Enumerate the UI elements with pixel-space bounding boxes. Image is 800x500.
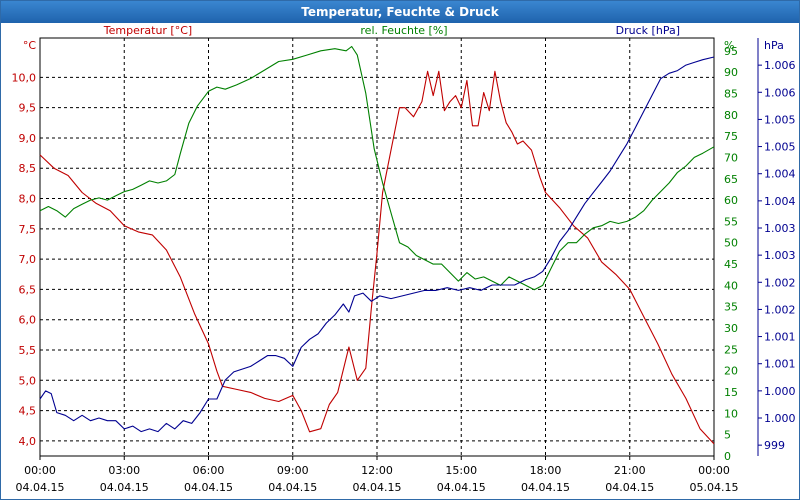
pressure-tick-label: 1.003 xyxy=(764,222,796,235)
x-tick-time: 03:00 xyxy=(108,464,140,477)
pressure-tick-label: 1.004 xyxy=(764,168,796,181)
pressure-axis: 999 1.000 1.000 1.001 1.001 1.002 1.002 1.003 1.… xyxy=(757,38,796,456)
temperature-tick-label: 8,0 xyxy=(19,193,37,206)
legend: Temperatur [°C] rel. Feuchte [%] Druck [hP… xyxy=(103,24,680,37)
pressure-tick-label: 999 xyxy=(764,439,785,452)
humidity-tick-label: 40 xyxy=(724,279,738,292)
x-tick-date: 04.04.15 xyxy=(521,481,570,494)
temperature-tick-label: 10,0 xyxy=(12,71,37,84)
temperature-tick-label: 7,5 xyxy=(19,223,37,236)
temperature-tick-label: 7,0 xyxy=(19,253,37,266)
x-tick-time: 12:00 xyxy=(361,464,393,477)
series-lines xyxy=(39,45,715,445)
humidity-tick-label: 50 xyxy=(724,237,738,250)
humidity-tick-label: 85 xyxy=(724,87,738,100)
pressure-tick-label: 1.000 xyxy=(764,412,796,425)
legend-pressure: Druck [hPa] xyxy=(616,24,680,37)
x-tick-date: 05.04.15 xyxy=(690,481,739,494)
humidity-tick-label: 25 xyxy=(724,343,738,356)
temperature-unit: °C xyxy=(23,39,37,52)
pressure-tick-label: 1.002 xyxy=(764,303,796,316)
humidity-axis: 0 5 10 15 20 25 30 35 40 45 50 55 60 65 70 75 80 85 90 95% xyxy=(724,39,738,463)
temperature-tick-label: 4,0 xyxy=(19,435,37,448)
pressure-tick-label: 1.005 xyxy=(764,141,796,154)
humidity-tick-label: 80 xyxy=(724,109,738,122)
temperature-tick-label: 6,5 xyxy=(19,283,37,296)
x-tick-time: 00:00 xyxy=(24,464,56,477)
pressure-tick-label: 1.006 xyxy=(764,86,796,99)
pressure-tick-label: 1.001 xyxy=(764,358,796,371)
temperature-tick-label: 5,0 xyxy=(19,374,37,387)
x-tick-time: 18:00 xyxy=(530,464,562,477)
x-tick-time: 09:00 xyxy=(277,464,309,477)
pressure-tick-label: 1.000 xyxy=(764,385,796,398)
humidity-tick-label: 10 xyxy=(724,407,738,420)
humidity-tick-label: 0 xyxy=(724,450,731,463)
temperature-axis: 4,0 4,5 5,0 5,5 6,0 6,5 7,0 7,5 8,0 8,5 9,0 9,5 10,0… xyxy=(12,39,37,448)
humidity-tick-label: 70 xyxy=(724,151,738,164)
temperature-tick-label: 9,0 xyxy=(19,132,37,145)
x-tick-date: 04.04.15 xyxy=(353,481,402,494)
x-tick-date: 04.04.15 xyxy=(184,481,233,494)
humidity-tick-label: 30 xyxy=(724,322,738,335)
pressure-tick-label: 1.006 xyxy=(764,59,796,72)
temperature-tick-label: 8,5 xyxy=(19,162,37,175)
humidity-tick-label: 55 xyxy=(724,215,738,228)
x-tick-date: 04.04.15 xyxy=(605,481,654,494)
pressure-tick-label: 1.001 xyxy=(764,331,796,344)
temperature-tick-label: 9,5 xyxy=(19,102,37,115)
humidity-tick-label: 20 xyxy=(724,365,738,378)
humidity-tick-label: 45 xyxy=(724,258,738,271)
series-line-humidity xyxy=(39,45,715,291)
x-tick-date: 04.04.15 xyxy=(437,481,486,494)
humidity-tick-label: 35 xyxy=(724,301,738,314)
temperature-tick-label: 5,5 xyxy=(19,344,37,357)
humidity-tick-label: 95 xyxy=(724,45,738,58)
series-line-temperature xyxy=(39,70,715,445)
x-tick-time: 15:00 xyxy=(445,464,477,477)
x-tick-date: 04.04.15 xyxy=(268,481,317,494)
x-tick-date: 04.04.15 xyxy=(16,481,65,494)
legend-temperature: Temperatur [°C] xyxy=(103,24,192,37)
humidity-tick-label: 15 xyxy=(724,386,738,399)
pressure-tick-label: 1.003 xyxy=(764,249,796,262)
legend-humidity: rel. Feuchte [%] xyxy=(360,24,447,37)
series-line-pressure xyxy=(39,56,715,433)
chart-title: Temperatur, Feuchte & Druck xyxy=(1,1,799,23)
x-tick-time: 06:00 xyxy=(193,464,225,477)
temperature-tick-label: 6,0 xyxy=(19,314,37,327)
pressure-tick-label: 1.005 xyxy=(764,113,796,126)
x-tick-time: 00:00 xyxy=(698,464,730,477)
grid-lines xyxy=(40,38,714,456)
humidity-tick-label: 75 xyxy=(724,130,738,143)
humidity-unit: % xyxy=(724,39,734,52)
x-tick-date: 04.04.15 xyxy=(100,481,149,494)
pressure-tick-label: 1.002 xyxy=(764,276,796,289)
pressure-tick-label: 1.004 xyxy=(764,195,796,208)
x-tick-time: 21:00 xyxy=(614,464,646,477)
humidity-tick-label: 90 xyxy=(724,66,738,79)
humidity-tick-label: 5 xyxy=(724,429,731,442)
pressure-unit: hPa xyxy=(764,39,784,52)
humidity-tick-label: 60 xyxy=(724,194,738,207)
humidity-tick-label: 65 xyxy=(724,173,738,186)
temperature-tick-label: 4,5 xyxy=(19,405,37,418)
x-axis: 00:00 04.04.15 03:00 04.04.15 06:00 04.04.15 0… xyxy=(16,456,739,494)
